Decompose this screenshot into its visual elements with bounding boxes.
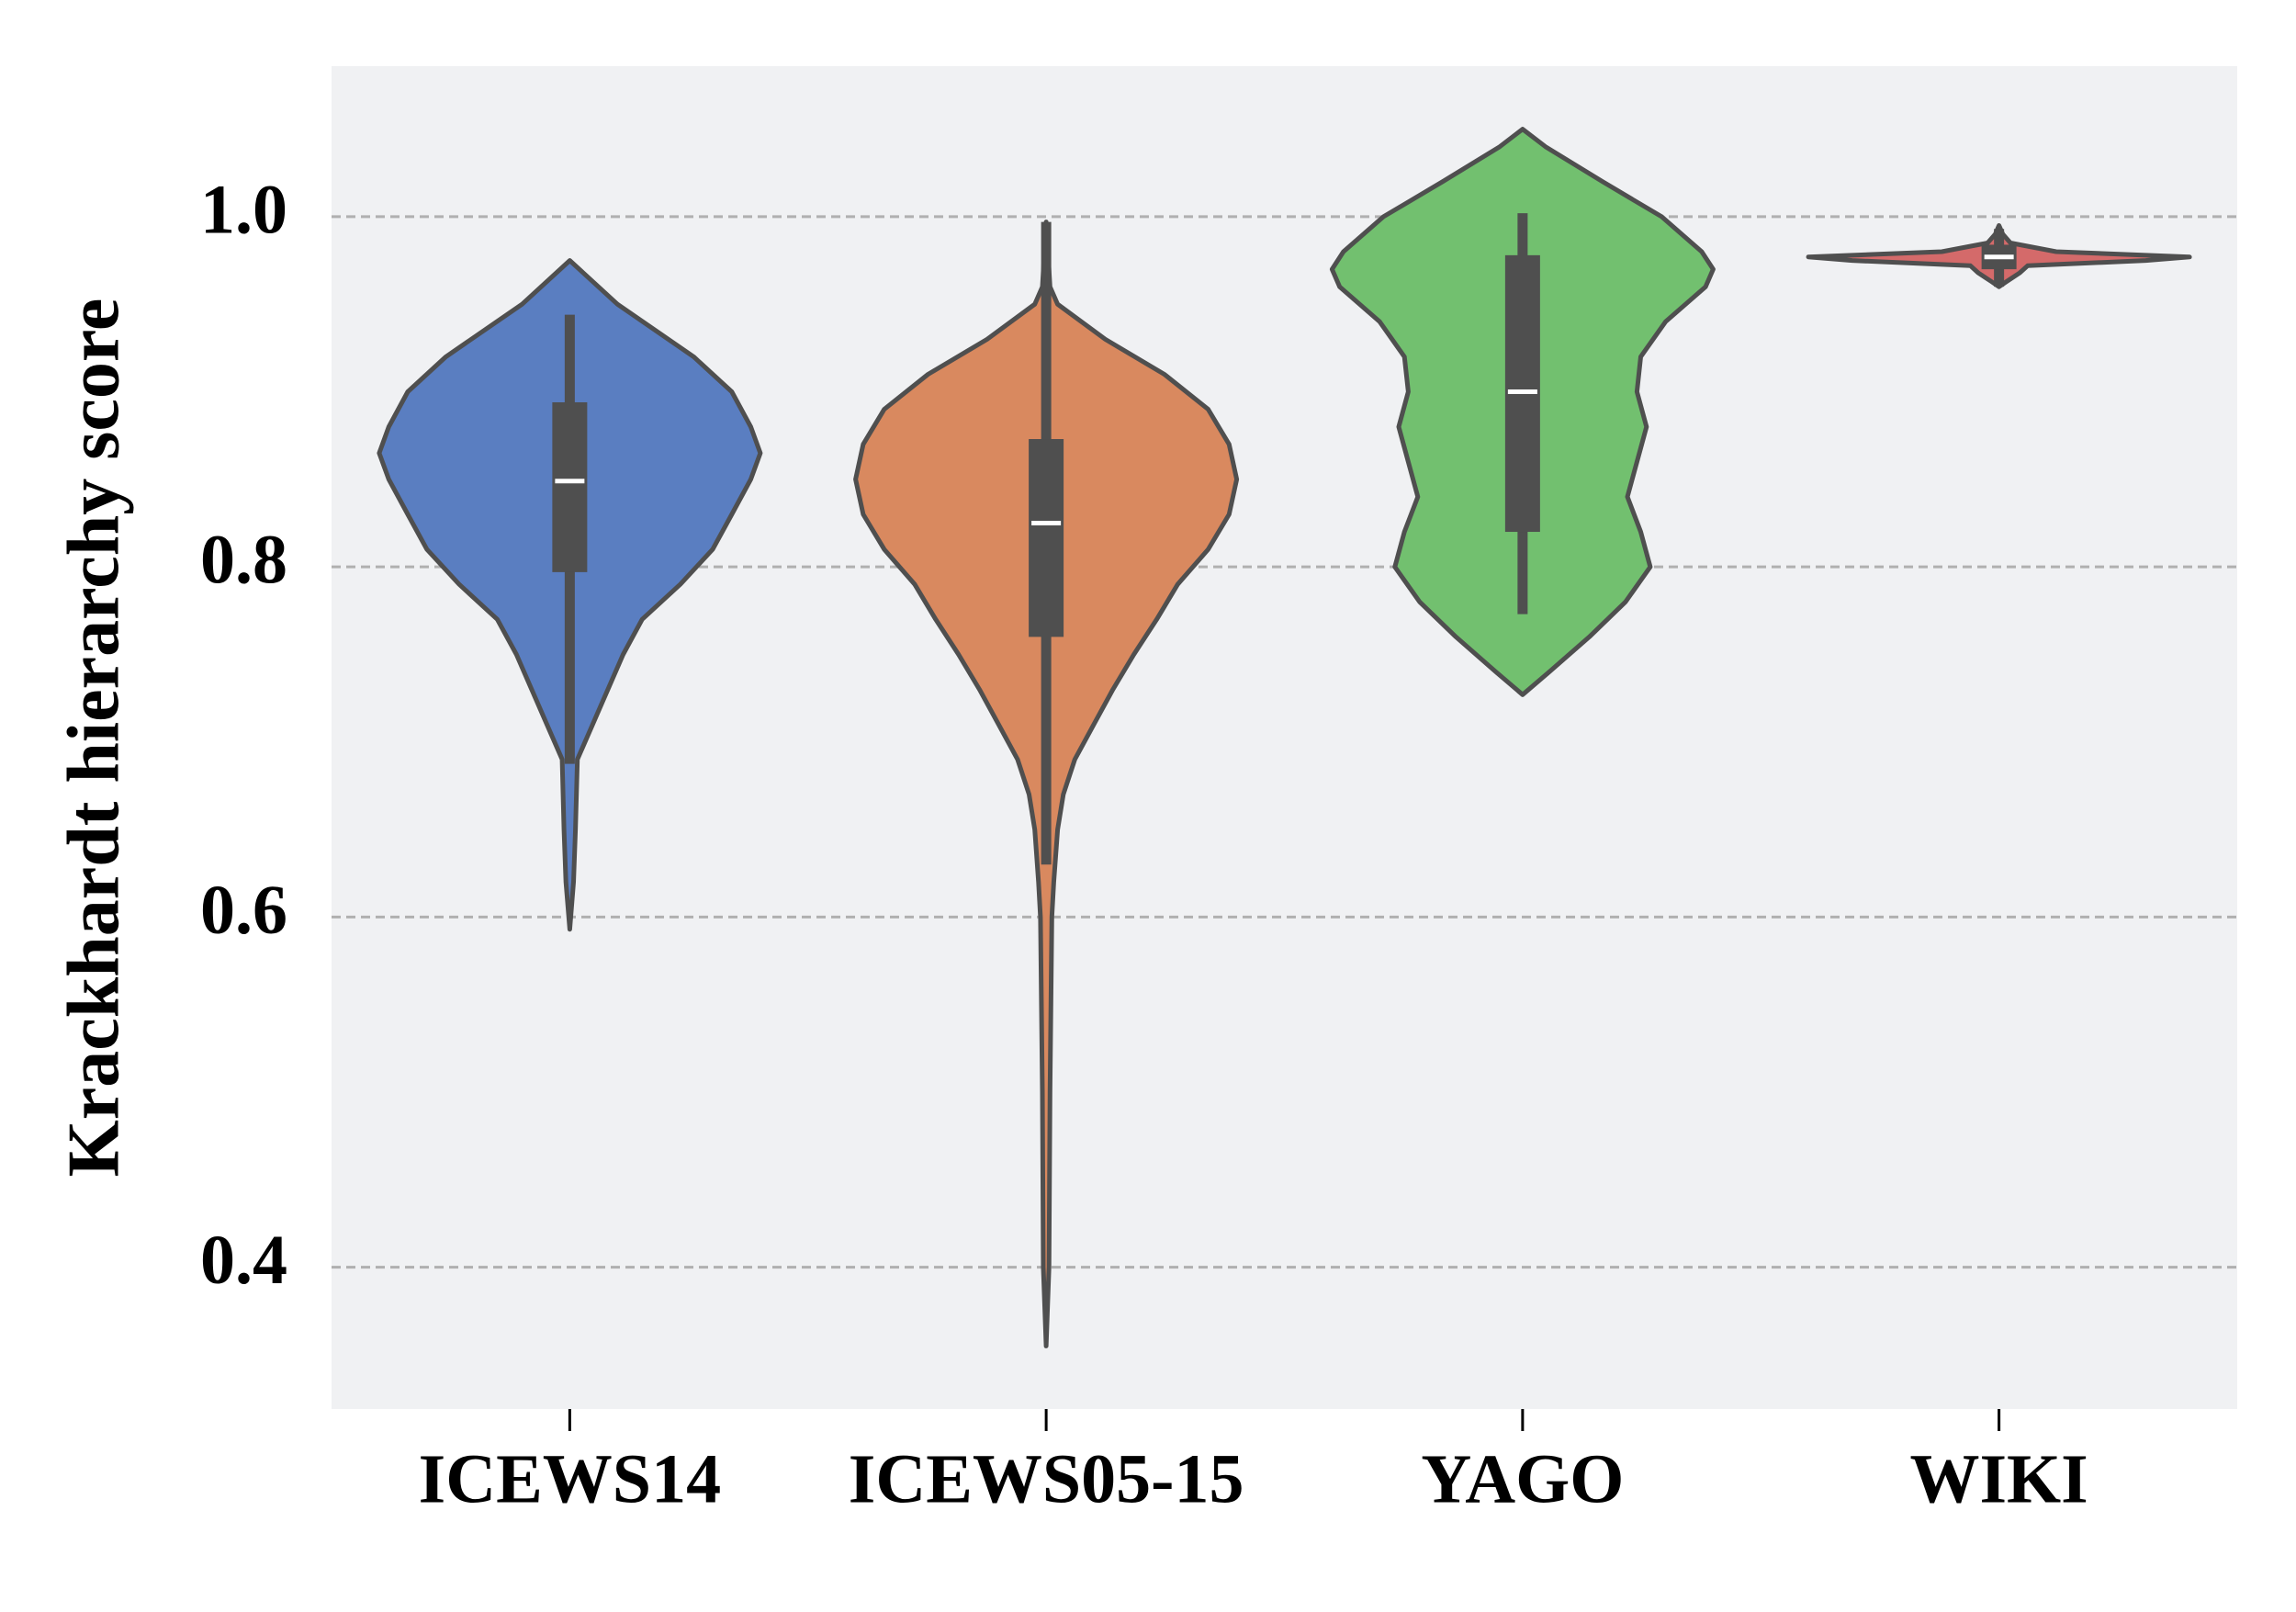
x-tick-label: ICEWS05-15 (849, 1440, 1244, 1517)
plot-area (332, 66, 2237, 1409)
box (552, 401, 588, 572)
x-tick-label: WIKI (1909, 1440, 2088, 1517)
y-axis-label: Krackhardt hierarchy score (53, 299, 134, 1178)
y-tick-label: 0.6 (200, 872, 287, 949)
x-tick-label: YAGO (1421, 1440, 1624, 1517)
y-tick-label: 0.8 (200, 522, 287, 599)
box (1029, 439, 1064, 637)
y-tick-label: 0.4 (200, 1222, 287, 1299)
y-tick-label: 1.0 (200, 171, 287, 248)
x-tick-label: ICEWS14 (419, 1440, 721, 1517)
